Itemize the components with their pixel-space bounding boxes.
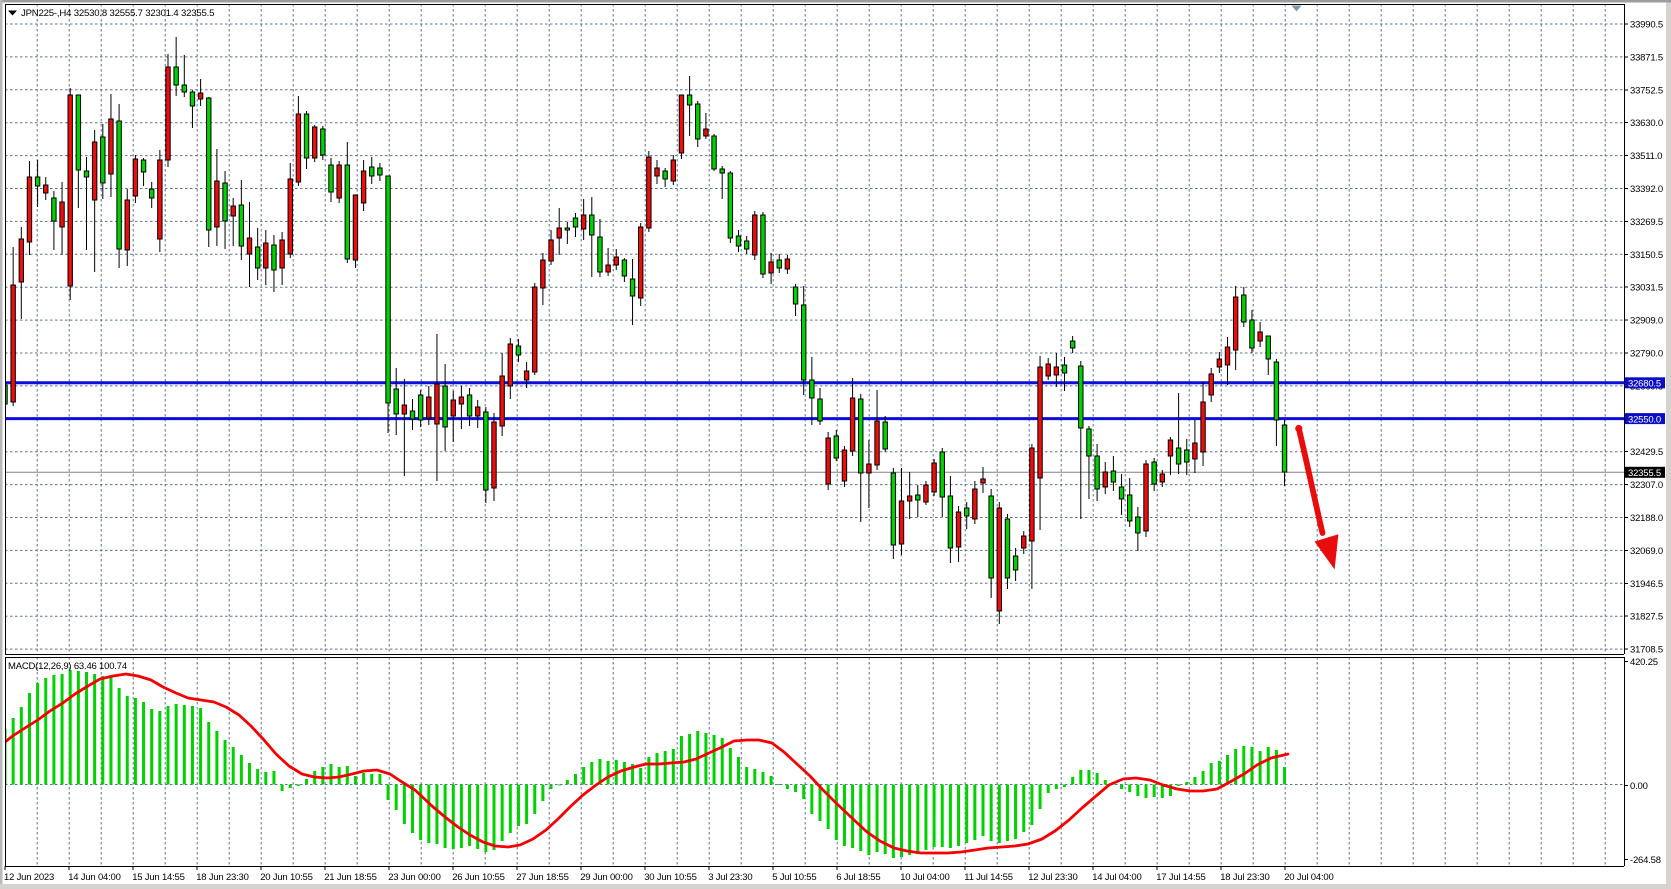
svg-text:29 Jun 00:00: 29 Jun 00:00 [580, 872, 633, 883]
svg-text:33630.0: 33630.0 [1630, 118, 1663, 129]
svg-text:14 Jul 04:00: 14 Jul 04:00 [1092, 872, 1141, 883]
svg-text:3 Jul 23:30: 3 Jul 23:30 [708, 872, 752, 883]
svg-text:32680.5: 32680.5 [1628, 379, 1661, 390]
svg-text:12 Jul 23:30: 12 Jul 23:30 [1028, 872, 1077, 883]
svg-text:6 Jul 18:55: 6 Jul 18:55 [836, 872, 880, 883]
svg-text:-264.58: -264.58 [1630, 855, 1661, 866]
svg-text:11 Jul 14:55: 11 Jul 14:55 [964, 872, 1013, 883]
svg-text:18 Jul 23:30: 18 Jul 23:30 [1220, 872, 1269, 883]
svg-text:26 Jun 10:55: 26 Jun 10:55 [452, 872, 505, 883]
svg-text:33990.5: 33990.5 [1630, 20, 1663, 31]
svg-text:5 Jul 10:55: 5 Jul 10:55 [772, 872, 816, 883]
svg-text:17 Jul 14:55: 17 Jul 14:55 [1156, 872, 1205, 883]
svg-text:15 Jun 14:55: 15 Jun 14:55 [132, 872, 185, 883]
svg-text:33269.5: 33269.5 [1630, 217, 1663, 228]
svg-text:0.00: 0.00 [1630, 781, 1648, 792]
svg-text:14 Jun 04:00: 14 Jun 04:00 [68, 872, 121, 883]
svg-text:32307.0: 32307.0 [1630, 480, 1663, 491]
svg-text:31827.5: 31827.5 [1630, 612, 1663, 623]
svg-text:33150.5: 33150.5 [1630, 250, 1663, 261]
svg-text:31708.5: 31708.5 [1630, 645, 1663, 656]
svg-text:10 Jul 04:00: 10 Jul 04:00 [900, 872, 949, 883]
svg-text:21 Jun 18:55: 21 Jun 18:55 [324, 872, 377, 883]
svg-text:420.25: 420.25 [1630, 657, 1658, 668]
svg-text:33871.5: 33871.5 [1630, 52, 1663, 63]
svg-text:23 Jun 00:00: 23 Jun 00:00 [388, 872, 441, 883]
svg-text:32429.5: 32429.5 [1630, 447, 1663, 458]
svg-text:32188.0: 32188.0 [1630, 513, 1663, 524]
svg-text:18 Jun 23:30: 18 Jun 23:30 [196, 872, 249, 883]
svg-text:33752.5: 33752.5 [1630, 85, 1663, 96]
svg-text:33511.0: 33511.0 [1630, 151, 1662, 162]
svg-text:32790.0: 32790.0 [1630, 349, 1663, 360]
svg-text:33392.0: 33392.0 [1630, 184, 1663, 195]
svg-text:32355.5: 32355.5 [1628, 468, 1661, 479]
svg-text:JPN225-,H4 32530.8 32555.7 32: JPN225-,H4 32530.8 32555.7 32301.4 32355… [21, 8, 214, 19]
svg-text:20 Jul 04:00: 20 Jul 04:00 [1284, 872, 1333, 883]
svg-text:32909.0: 32909.0 [1630, 316, 1663, 327]
svg-text:33031.5: 33031.5 [1630, 283, 1663, 294]
svg-text:27 Jun 18:55: 27 Jun 18:55 [516, 872, 569, 883]
svg-text:31946.5: 31946.5 [1630, 579, 1663, 590]
svg-text:20 Jun 10:55: 20 Jun 10:55 [260, 872, 313, 883]
svg-text:32069.0: 32069.0 [1630, 546, 1663, 557]
svg-text:30 Jun 10:55: 30 Jun 10:55 [644, 872, 697, 883]
svg-text:MACD(12,26,9) 63.46 100.74: MACD(12,26,9) 63.46 100.74 [8, 661, 127, 672]
svg-text:12 Jun 2023: 12 Jun 2023 [4, 872, 54, 883]
svg-text:32550.0: 32550.0 [1628, 414, 1661, 425]
